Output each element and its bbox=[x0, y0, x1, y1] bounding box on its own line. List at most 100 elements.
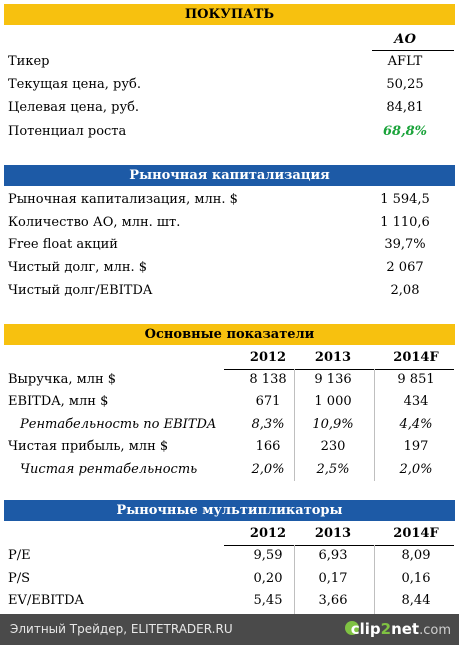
row-value: 2,08 bbox=[390, 283, 420, 298]
section-market-cap-header: Рыночная капитализация bbox=[4, 165, 455, 186]
row-value: 9 851 bbox=[397, 372, 435, 387]
row-value: 2,5% bbox=[316, 462, 350, 477]
row-label: EV/EBITDA bbox=[8, 593, 84, 608]
row-value: 9 136 bbox=[314, 372, 352, 387]
row-label: Потенциал роста bbox=[8, 124, 127, 139]
year-header-underline bbox=[224, 369, 454, 370]
row-label: Текущая цена, руб. bbox=[8, 77, 141, 92]
row-value: 10,9% bbox=[312, 417, 354, 432]
table-row: Чистый долг/EBITDA 2,08 bbox=[4, 279, 455, 302]
row-value: 2 067 bbox=[386, 260, 424, 275]
ao-column-header: АО bbox=[394, 32, 416, 47]
row-value: 1 000 bbox=[314, 394, 352, 409]
section-key-metrics-title: Основные показатели bbox=[144, 327, 315, 342]
row-value: 671 bbox=[255, 394, 281, 409]
section-multiples-title: Рыночные мультипликаторы bbox=[116, 503, 343, 518]
logo-part: .com bbox=[419, 623, 451, 638]
row-value: 8,44 bbox=[401, 593, 431, 608]
row-label: Чистый долг/EBITDA bbox=[8, 283, 153, 298]
row-value: 4,4% bbox=[399, 417, 433, 432]
section-market-cap-title: Рыночная капитализация bbox=[129, 168, 330, 183]
table-row: Потенциал роста 68,8% bbox=[4, 120, 455, 143]
row-label: Рентабельность по EBITDA bbox=[20, 417, 217, 432]
row-label: Free float акций bbox=[8, 237, 118, 252]
table-row: Чистый долг, млн. $ 2 067 bbox=[4, 256, 455, 279]
year-header: 2014F bbox=[393, 526, 439, 541]
table-row: Чистая рентабельность 2,0% 2,5% 2,0% bbox=[4, 458, 455, 481]
table-row: Тикер AFLT bbox=[4, 50, 455, 73]
grid-divider bbox=[374, 545, 375, 614]
table-row: Целевая цена, руб. 84,81 bbox=[4, 96, 455, 119]
table-row: Чистая прибыль, млн $ 166 230 197 bbox=[4, 435, 455, 458]
ao-header-underline bbox=[372, 50, 454, 51]
logo-part: net bbox=[391, 620, 420, 638]
row-label: Выручка, млн $ bbox=[8, 372, 117, 387]
row-label: Чистая рентабельность bbox=[20, 462, 198, 477]
row-value: 50,25 bbox=[386, 77, 424, 92]
year-header: 2014F bbox=[393, 350, 439, 365]
row-value: 8,09 bbox=[401, 548, 431, 563]
row-label: Рыночная капитализация, млн. $ bbox=[8, 192, 238, 207]
row-label: Чистая прибыль, млн $ bbox=[8, 439, 169, 454]
source-credit: Элитный Трейдер, ELITETRADER.RU bbox=[10, 622, 233, 636]
grid-divider bbox=[294, 369, 295, 481]
year-header: 2012 bbox=[249, 526, 287, 541]
table-row: Рыночная капитализация, млн. $ 1 594,5 bbox=[4, 188, 455, 211]
row-value: 8,3% bbox=[251, 417, 285, 432]
section-key-metrics-header: Основные показатели bbox=[4, 324, 455, 345]
grid-divider bbox=[294, 545, 295, 614]
table-row: Выручка, млн $ 8 138 9 136 9 851 bbox=[4, 368, 455, 391]
table-row: P/S 0,20 0,17 0,16 bbox=[4, 567, 455, 590]
row-value: 1 594,5 bbox=[380, 192, 430, 207]
year-header: 2013 bbox=[314, 350, 352, 365]
row-value: 39,7% bbox=[384, 237, 426, 252]
row-value: 9,59 bbox=[253, 548, 283, 563]
section-buy-title: ПОКУПАТЬ bbox=[184, 7, 275, 22]
row-value: 2,0% bbox=[251, 462, 285, 477]
table-row: EV/EBITDA 5,45 3,66 8,44 bbox=[4, 589, 455, 612]
growth-potential-value: 68,8% bbox=[382, 124, 427, 139]
row-value: 8 138 bbox=[249, 372, 287, 387]
table-row: Free float акций 39,7% bbox=[4, 233, 455, 256]
row-value: 197 bbox=[403, 439, 429, 454]
row-value: 0,20 bbox=[253, 571, 283, 586]
clip2net-logo-icon bbox=[345, 621, 359, 635]
ao-column-header-row: АО bbox=[4, 28, 455, 51]
row-value: 166 bbox=[255, 439, 281, 454]
clip2net-logo: clip2net.com bbox=[351, 620, 451, 638]
row-value: 3,66 bbox=[318, 593, 348, 608]
year-header-row: 2012 2013 2014F bbox=[4, 522, 455, 545]
row-value: 5,45 bbox=[253, 593, 283, 608]
row-value: 0,17 bbox=[318, 571, 348, 586]
row-value: 6,93 bbox=[318, 548, 348, 563]
grid-divider bbox=[374, 369, 375, 481]
logo-part: 2 bbox=[380, 620, 392, 638]
table-row: Текущая цена, руб. 50,25 bbox=[4, 73, 455, 96]
row-label: Тикер bbox=[8, 54, 50, 69]
logo-part: clip bbox=[350, 620, 381, 638]
row-label: P/E bbox=[8, 548, 31, 563]
row-value: 2,0% bbox=[399, 462, 433, 477]
row-value: AFLT bbox=[387, 54, 423, 69]
year-header: 2013 bbox=[314, 526, 352, 541]
year-header-underline bbox=[224, 545, 454, 546]
row-label: P/S bbox=[8, 571, 31, 586]
row-value: 84,81 bbox=[386, 100, 424, 115]
year-header-row: 2012 2013 2014F bbox=[4, 346, 455, 369]
row-label: Количество АО, млн. шт. bbox=[8, 215, 181, 230]
table-row: P/E 9,59 6,93 8,09 bbox=[4, 544, 455, 567]
row-value: 230 bbox=[320, 439, 346, 454]
row-label: Чистый долг, млн. $ bbox=[8, 260, 148, 275]
row-value: 1 110,6 bbox=[380, 215, 430, 230]
table-row: Рентабельность по EBITDA 8,3% 10,9% 4,4% bbox=[4, 413, 455, 436]
row-value: 434 bbox=[403, 394, 429, 409]
table-row: EBITDA, млн $ 671 1 000 434 bbox=[4, 390, 455, 413]
footer-bar: Элитный Трейдер, ELITETRADER.RU clip2net… bbox=[0, 614, 459, 645]
row-label: EBITDA, млн $ bbox=[8, 394, 109, 409]
row-value: 0,16 bbox=[401, 571, 431, 586]
year-header: 2012 bbox=[249, 350, 287, 365]
table-row: Количество АО, млн. шт. 1 110,6 bbox=[4, 211, 455, 234]
section-multiples-header: Рыночные мультипликаторы bbox=[4, 500, 455, 521]
section-buy-header: ПОКУПАТЬ bbox=[4, 4, 455, 25]
row-label: Целевая цена, руб. bbox=[8, 100, 140, 115]
